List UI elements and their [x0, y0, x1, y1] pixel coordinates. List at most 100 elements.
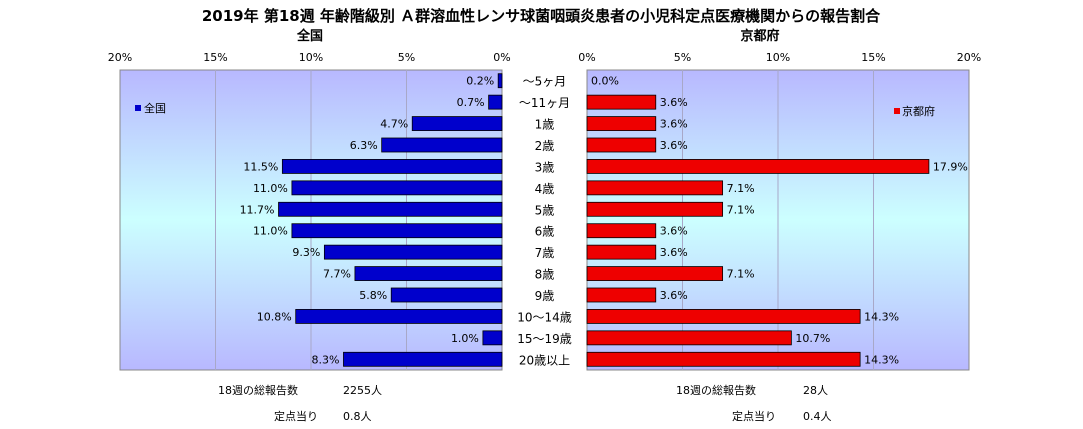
left-bar: [281, 159, 503, 174]
right-bar: [586, 180, 724, 196]
left-bar-value-label: 9.3%: [292, 246, 320, 259]
category-label: 8歳: [535, 268, 555, 282]
category-label: 4歳: [535, 182, 555, 196]
left-bar: [482, 330, 503, 346]
left-bar-value-label: 1.0%: [451, 332, 479, 345]
right-bar-value-label: 3.6%: [660, 96, 688, 109]
right-bar-value-label: 3.6%: [660, 225, 688, 238]
right-legend: 京都府: [894, 104, 935, 118]
right-legend-swatch: [894, 108, 900, 114]
left-axis-ticks: 20% 15% 10% 5% 0%: [108, 51, 511, 64]
right-bar-value-label: 7.1%: [727, 268, 755, 281]
right-bar: [586, 159, 930, 174]
left-tick-label: 10%: [299, 51, 323, 64]
left-legend: 全国: [135, 101, 166, 115]
left-legend-swatch: [135, 105, 141, 111]
left-bar: [488, 94, 503, 110]
category-label: 6歳: [535, 225, 555, 239]
right-bar: [586, 309, 861, 324]
right-total-label: 18週の総報告数: [676, 383, 756, 397]
left-bar: [278, 201, 503, 217]
right-bar-value-label: 10.7%: [795, 332, 830, 345]
right-bar-value-label: 3.6%: [660, 118, 688, 131]
left-bar-value-label: 6.3%: [350, 139, 378, 152]
category-label: 20歳以上: [519, 353, 570, 367]
left-bar-value-label: 11.0%: [253, 225, 288, 238]
left-bar-value-label: 0.2%: [466, 75, 494, 88]
right-bar: [586, 330, 792, 346]
left-bar-value-label: 4.7%: [380, 118, 408, 131]
left-bar-value-label: 11.0%: [253, 182, 288, 195]
left-bar: [390, 287, 503, 303]
left-total-value: 2255人: [343, 384, 382, 397]
category-label: 1歳: [535, 118, 555, 132]
left-bar-value-label: 5.8%: [359, 289, 387, 302]
left-bar-value-label: 10.8%: [257, 310, 292, 323]
category-label: 7歳: [535, 246, 555, 260]
category-label: 〜11ヶ月: [519, 96, 570, 110]
right-bars: 0.0% 3.6% 3.6% 3.6% 17.9% 7.1% 7.1% 3.6% 3.6% 7.1…: [586, 75, 968, 367]
right-axis-ticks: 0% 5% 10% 15% 20%: [578, 51, 981, 64]
left-bar: [354, 266, 503, 281]
right-bar-value-label: 17.9%: [933, 160, 968, 173]
right-bar: [586, 94, 657, 110]
right-footer: 18週の総報告数 28人 定点当り 0.4人: [676, 383, 832, 423]
left-bar: [291, 223, 503, 239]
category-label: 3歳: [535, 160, 555, 174]
category-label: 5歳: [535, 203, 555, 217]
left-tick-label: 0%: [493, 51, 510, 64]
right-tick-label: 5%: [674, 51, 691, 64]
right-per-value: 0.4人: [803, 410, 832, 423]
left-bar-value-label: 11.7%: [240, 203, 275, 216]
category-label: 〜5ヶ月: [523, 75, 567, 89]
left-tick-label: 15%: [203, 51, 227, 64]
left-panel-title: 全国: [296, 28, 323, 44]
right-bar-value-label: 3.6%: [660, 246, 688, 259]
left-per-label: 定点当り: [274, 409, 318, 423]
right-legend-label: 京都府: [902, 104, 935, 118]
category-label: 15〜19歳: [517, 332, 572, 346]
right-bar-value-label: 3.6%: [660, 139, 688, 152]
right-bar: [586, 287, 657, 303]
left-bar: [343, 351, 503, 367]
right-tick-label: 10%: [766, 51, 790, 64]
left-footer: 18週の総報告数 2255人 定点当り 0.8人: [218, 383, 382, 423]
left-bar-value-label: 11.5%: [243, 160, 278, 173]
right-bar-value-label: 7.1%: [727, 182, 755, 195]
right-bar: [586, 244, 657, 260]
category-label: 9歳: [535, 289, 555, 303]
left-bar-value-label: 8.3%: [312, 353, 340, 366]
left-bars: 0.2% 0.7% 4.7%6.3% 11.5% 11.0% 11.7% 11.0% 9.3%…: [240, 73, 503, 367]
category-labels: 〜5ヶ月〜11ヶ月 1歳 2歳 3歳 4歳 5歳 6歳 7歳 8歳 9歳 10〜14歳 15〜19歳 2…: [517, 75, 572, 368]
left-total-label: 18週の総報告数: [218, 383, 298, 397]
left-bar: [295, 309, 503, 324]
right-bar-value-label: 3.6%: [660, 289, 688, 302]
left-bar: [323, 244, 503, 260]
right-panel-title: 京都府: [740, 28, 779, 44]
category-label: 10〜14歳: [517, 310, 572, 324]
right-bar-value-label: 0.0%: [591, 75, 619, 88]
right-bar-value-label: 14.3%: [864, 353, 899, 366]
right-bar: [586, 351, 861, 367]
left-bar: [497, 73, 503, 89]
left-bar: [381, 137, 503, 153]
left-legend-label: 全国: [144, 101, 166, 115]
right-per-label: 定点当り: [732, 409, 776, 423]
right-bar: [586, 266, 724, 281]
right-bar: [586, 137, 657, 153]
left-tick-label: 20%: [108, 51, 132, 64]
right-tick-label: 15%: [861, 51, 885, 64]
right-tick-label: 20%: [957, 51, 981, 64]
right-tick-label: 0%: [578, 51, 595, 64]
left-bar: [411, 116, 503, 131]
left-tick-label: 5%: [398, 51, 415, 64]
category-label: 2歳: [535, 139, 555, 153]
chart-title: 2019年 第18週 年齢階級別 Ａ群溶血性レンサ球菌咽頭炎患者の小児科定点医療…: [202, 7, 881, 25]
right-bar-value-label: 14.3%: [864, 310, 899, 323]
right-bar: [586, 223, 657, 239]
right-bar-value-label: 7.1%: [727, 203, 755, 216]
right-total-value: 28人: [803, 384, 828, 397]
left-per-value: 0.8人: [343, 410, 372, 423]
left-bar: [291, 180, 503, 196]
